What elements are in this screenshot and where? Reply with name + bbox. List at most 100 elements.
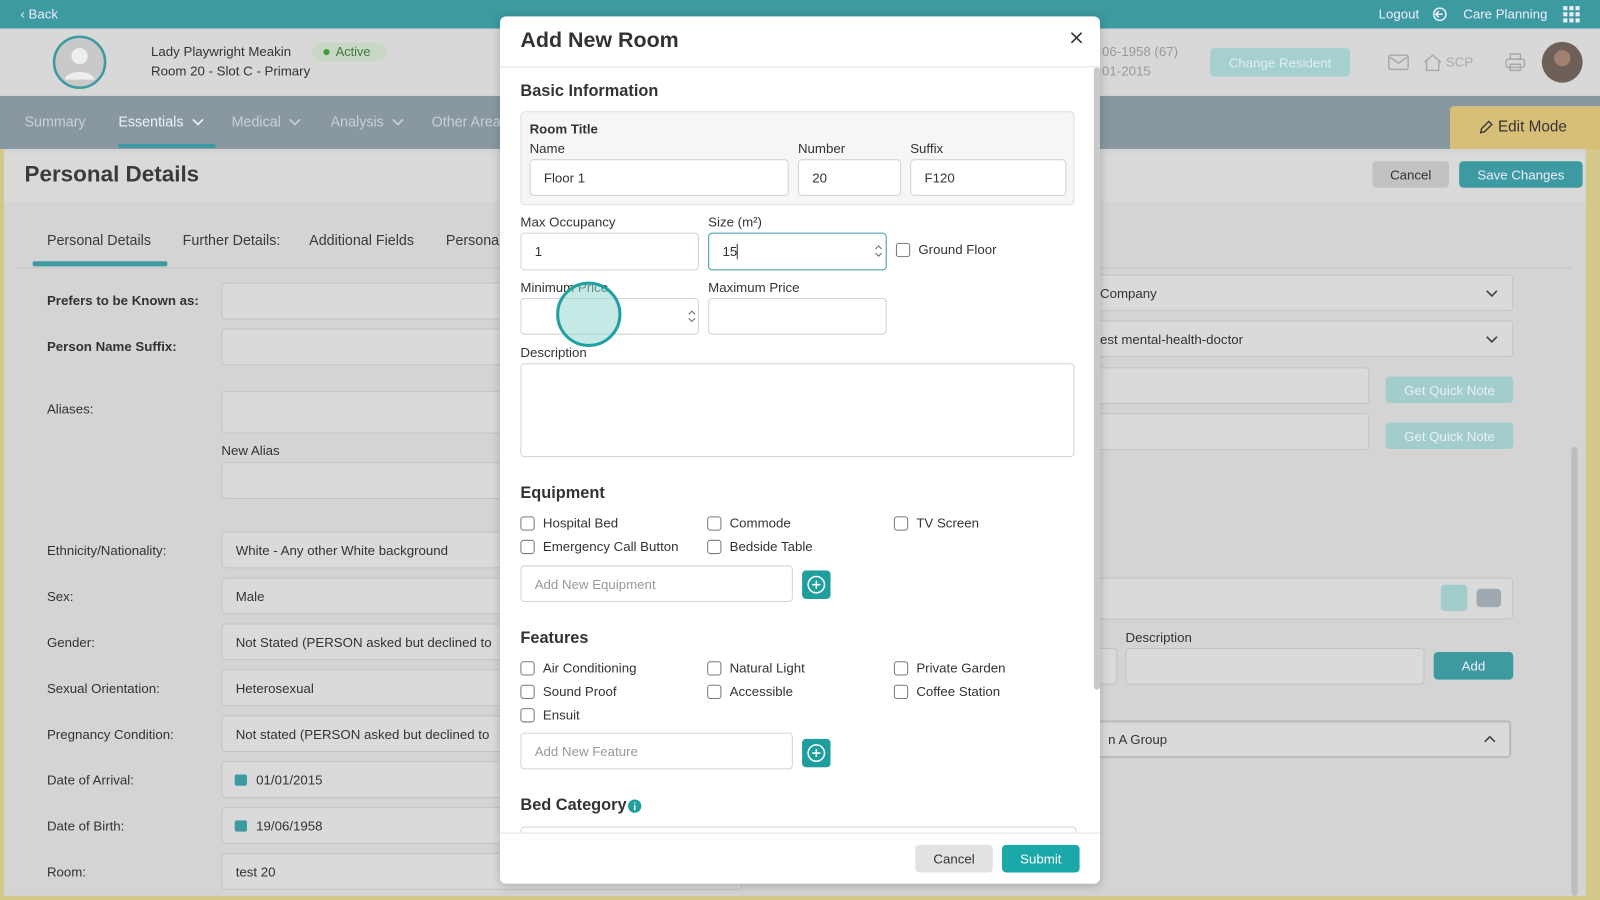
field-label: Maximum Price <box>708 279 800 295</box>
nav-item[interactable]: Summary <box>24 113 86 130</box>
field-label: Date of Birth: <box>46 818 125 834</box>
number-input[interactable] <box>708 297 887 335</box>
checkbox-label: Ensuit <box>542 707 580 723</box>
text-input[interactable] <box>1061 413 1370 451</box>
spinner[interactable] <box>874 244 882 258</box>
page-scrollbar <box>1571 446 1578 896</box>
change-resident-button[interactable]: Change Resident <box>1210 47 1351 77</box>
quick-note-button[interactable]: Get Quick Note <box>1385 422 1514 449</box>
resident-arrival: 01-2015 <box>1102 63 1151 79</box>
logout[interactable]: Logout <box>1378 6 1420 22</box>
checkbox[interactable] <box>707 684 722 699</box>
spinner[interactable] <box>688 309 696 323</box>
status-pill: Active <box>312 42 387 62</box>
add-equipment-button[interactable] <box>802 570 831 599</box>
scp-label: SCP <box>1445 54 1474 70</box>
field-label: Description <box>520 344 587 361</box>
page-title: Personal Details <box>24 161 200 187</box>
print-icon[interactable] <box>1504 52 1526 72</box>
edit-button[interactable] <box>1440 584 1468 612</box>
frame-left <box>0 148 5 900</box>
modal-cancel-button[interactable]: Cancel <box>915 844 993 873</box>
nav-item[interactable]: Essentials <box>118 113 204 130</box>
checkbox[interactable] <box>893 661 909 676</box>
checkbox[interactable] <box>895 242 911 258</box>
edit-mode-text: Edit Mode <box>1497 118 1567 136</box>
field-label: Description <box>1125 629 1192 645</box>
checkbox-label: Hospital Bed <box>542 515 619 531</box>
mail-icon[interactable] <box>1388 53 1410 71</box>
section-heading: Basic Information <box>520 82 659 101</box>
frame-right <box>1585 148 1600 900</box>
back-link[interactable]: ‹ Back <box>20 6 59 22</box>
input-value: Floor 1 <box>543 169 586 186</box>
checkbox[interactable] <box>893 516 909 531</box>
checkbox[interactable] <box>520 661 535 676</box>
apps-icon[interactable] <box>1562 5 1580 23</box>
cancel-button[interactable]: Cancel <box>1372 161 1449 188</box>
care-planning[interactable]: Care Planning <box>1463 6 1548 22</box>
checkbox[interactable] <box>707 539 722 555</box>
input-value: 19/06/1958 <box>256 817 323 834</box>
number-input[interactable]: 15 <box>708 232 887 271</box>
select[interactable]: est mental-health-doctor <box>1061 320 1514 358</box>
checkbox-label: Coffee Station <box>916 683 1001 699</box>
text-input[interactable]: Add New Equipment <box>520 565 793 603</box>
user-avatar[interactable] <box>1541 41 1584 84</box>
input-value: 15 <box>722 243 738 260</box>
home-icon[interactable] <box>1422 52 1442 72</box>
edit-mode-button[interactable] <box>1450 106 1600 149</box>
checkbox[interactable] <box>707 516 722 531</box>
select[interactable]: Company <box>1061 274 1514 312</box>
text-input[interactable] <box>1061 367 1370 405</box>
text-input[interactable]: Add New Feature <box>520 732 793 770</box>
number-input[interactable]: 1 <box>520 232 699 271</box>
add-button[interactable]: Add <box>1433 652 1514 680</box>
input-value: F120 <box>924 169 955 186</box>
tab[interactable]: Additional Fields <box>309 231 415 248</box>
checkbox[interactable] <box>893 684 909 699</box>
checkbox-label: Private Garden <box>916 660 1006 676</box>
field-label: Gender: <box>46 634 95 651</box>
text-input[interactable]: 20 <box>797 159 902 196</box>
logout-icon <box>1432 7 1447 22</box>
field-label: Aliases: <box>46 401 94 417</box>
group-select[interactable]: n A Group <box>1061 720 1512 759</box>
resident-dob: 06-1958 (67) <box>1102 43 1179 60</box>
textarea[interactable] <box>520 363 1075 458</box>
checkbox-label: Sound Proof <box>542 683 617 699</box>
save-button[interactable]: Save Changes <box>1459 161 1583 188</box>
info-icon[interactable] <box>628 799 642 813</box>
bed-category-input[interactable] <box>520 826 1077 838</box>
nav-item[interactable]: Other Area <box>431 113 501 130</box>
checkbox-label: Ground Floor <box>918 241 997 258</box>
tab[interactable]: Personal Details <box>46 231 151 248</box>
close-button[interactable] <box>1069 31 1083 45</box>
add-feature-button[interactable] <box>802 738 831 768</box>
text-input[interactable] <box>1125 647 1425 685</box>
field-label: Max Occupancy <box>520 214 616 230</box>
text-input[interactable]: Floor 1 <box>529 159 789 196</box>
tab[interactable]: Further Details: <box>182 231 281 248</box>
tab[interactable]: Persona <box>445 231 500 248</box>
delete-button[interactable] <box>1476 588 1502 608</box>
input-value: 1 <box>534 243 543 260</box>
alias-row <box>1061 577 1514 620</box>
checkbox[interactable] <box>707 661 722 676</box>
nav-item[interactable]: Analysis <box>331 113 405 130</box>
quick-note-button[interactable]: Get Quick Note <box>1385 376 1514 404</box>
tab-indicator <box>32 261 168 267</box>
checkbox[interactable] <box>520 516 535 531</box>
submit-button[interactable]: Submit <box>1002 844 1080 873</box>
field-label: Person Name Suffix: <box>46 338 177 355</box>
nav-item[interactable]: Medical <box>232 113 302 130</box>
click-indicator <box>556 281 622 347</box>
status-text: Active <box>335 44 371 60</box>
checkbox[interactable] <box>520 708 535 723</box>
text-input[interactable]: F120 <box>910 159 1067 196</box>
checkbox[interactable] <box>520 539 535 555</box>
field-label: Sexual Orientation: <box>46 680 160 696</box>
checkbox[interactable] <box>520 684 535 699</box>
checkbox-label: Bedside Table <box>729 538 813 555</box>
